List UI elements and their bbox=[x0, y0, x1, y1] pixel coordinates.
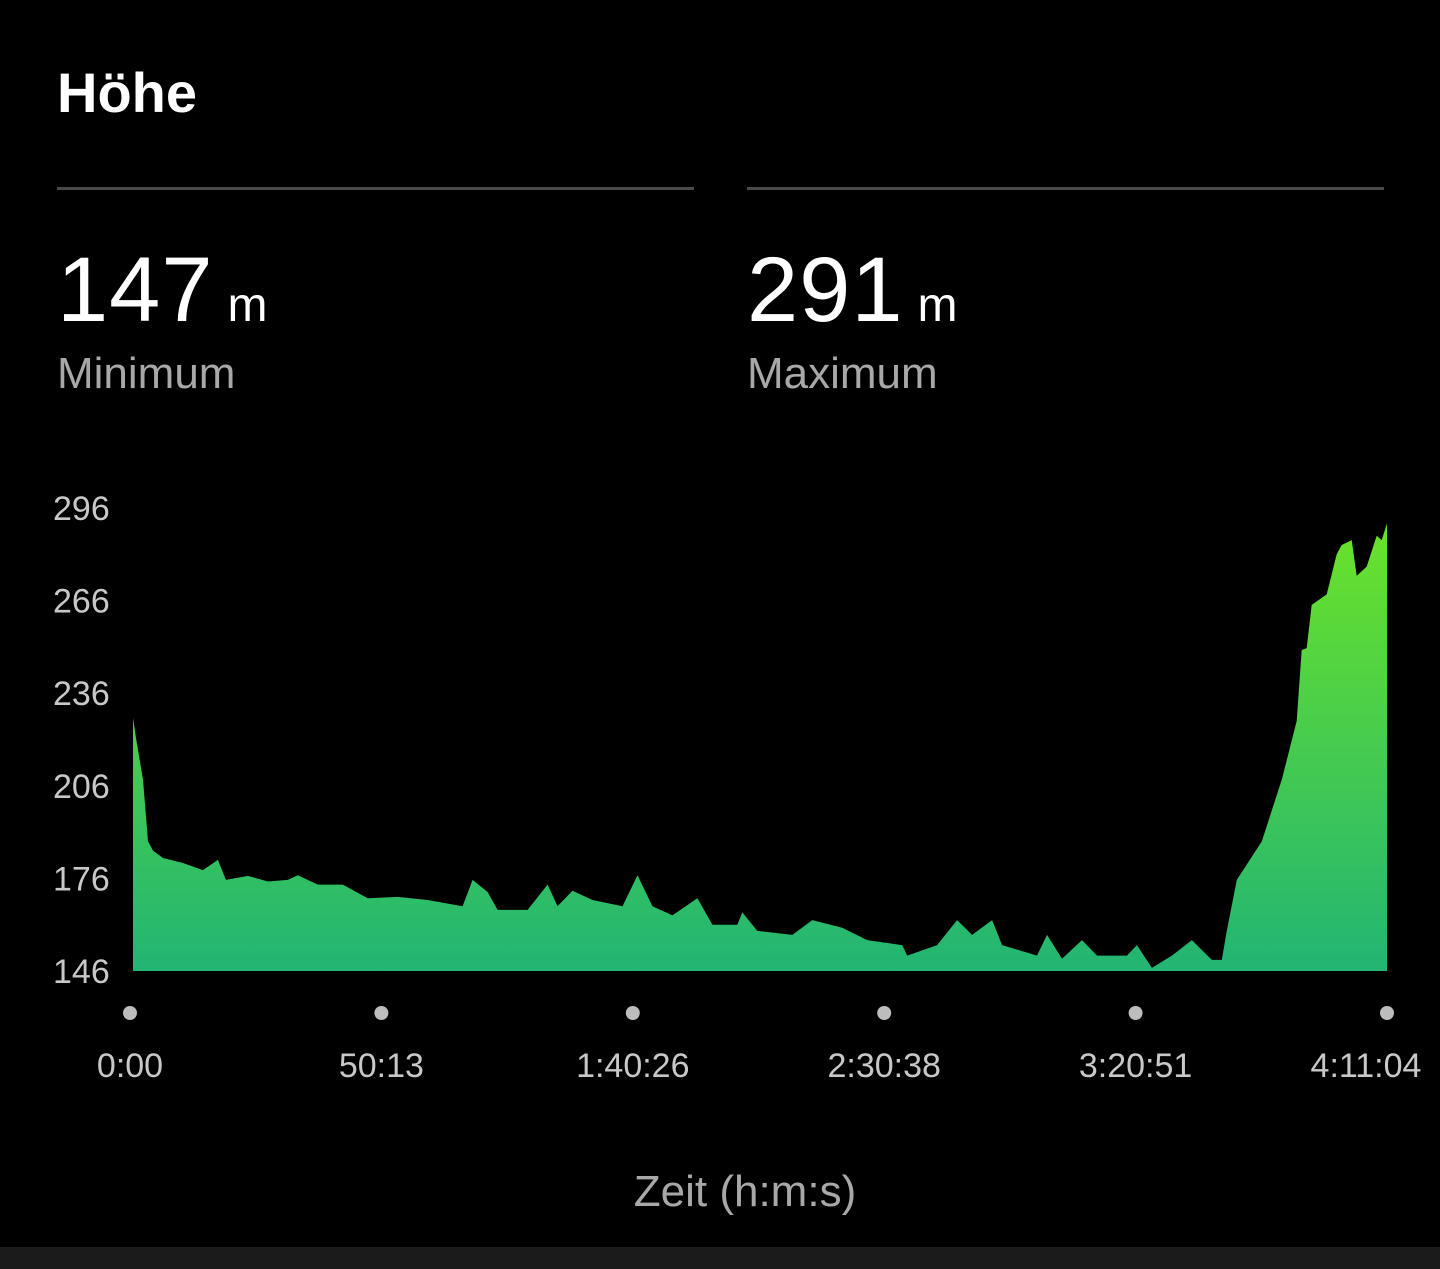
stat-value: 147 bbox=[57, 239, 214, 341]
x-axis-label: Zeit (h:m:s) bbox=[634, 1167, 856, 1216]
x-tick-dot bbox=[625, 1006, 640, 1020]
stat-maximum: 291 m Maximum bbox=[747, 238, 957, 399]
stat-unit: m bbox=[917, 279, 958, 332]
x-tick-dot bbox=[374, 1006, 389, 1020]
elevation-area bbox=[133, 523, 1387, 971]
y-tick-label: 266 bbox=[53, 583, 110, 621]
stat-minimum: 147 m Minimum bbox=[57, 238, 267, 399]
divider-max bbox=[747, 187, 1384, 190]
y-tick-label: 176 bbox=[53, 860, 110, 898]
stat-label: Minimum bbox=[57, 349, 236, 398]
x-tick-dot bbox=[1380, 1006, 1394, 1020]
x-tick-label: 1:40:26 bbox=[576, 1047, 689, 1085]
x-tick-label: 0:00 bbox=[97, 1047, 163, 1085]
stat-unit: m bbox=[227, 279, 268, 332]
x-tick-label: 3:20:51 bbox=[1079, 1047, 1192, 1085]
x-tick-label: 2:30:38 bbox=[827, 1047, 940, 1085]
x-tick-dot bbox=[123, 1006, 137, 1020]
bottom-bar bbox=[0, 1247, 1440, 1269]
x-tick-dot bbox=[877, 1006, 892, 1020]
x-tick-dot bbox=[1128, 1006, 1143, 1020]
y-tick-label: 206 bbox=[53, 768, 110, 806]
stat-label: Maximum bbox=[747, 349, 938, 398]
divider-min bbox=[57, 187, 694, 190]
y-tick-label: 236 bbox=[53, 675, 110, 713]
y-tick-label: 296 bbox=[53, 490, 110, 528]
page-title: Höhe bbox=[57, 61, 197, 124]
y-tick-label: 146 bbox=[53, 953, 110, 991]
stat-value: 291 bbox=[747, 239, 904, 341]
x-tick-label: 4:11:04 bbox=[1311, 1047, 1422, 1085]
x-tick-label: 50:13 bbox=[339, 1047, 424, 1085]
